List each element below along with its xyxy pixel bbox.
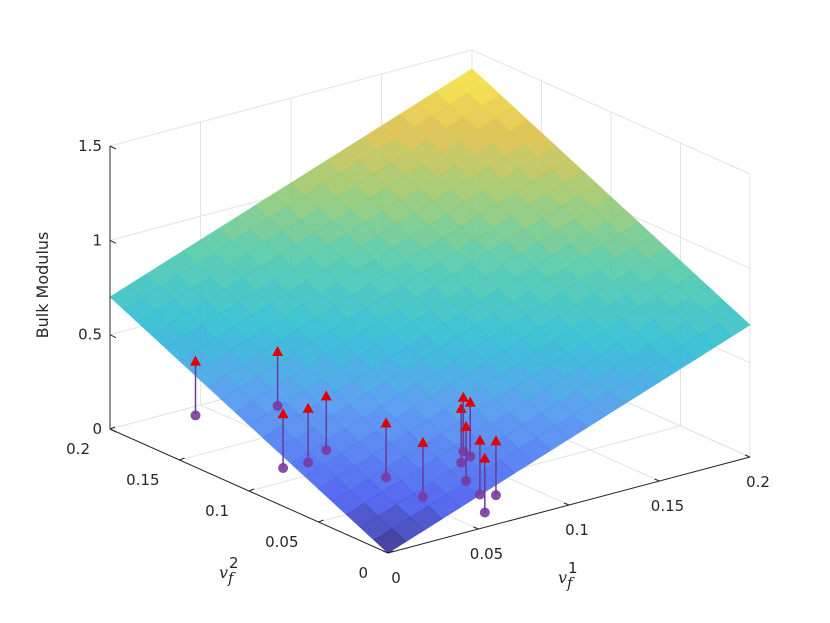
surface-plot — [109, 68, 751, 554]
data-marker-10 — [474, 489, 485, 500]
y-axis-label: v f 2 — [219, 554, 239, 587]
z-tick-1 — [109, 334, 117, 339]
surface-marker-12 — [417, 436, 429, 447]
x-axis-label-sub: f — [566, 574, 575, 592]
surface-marker-7 — [457, 391, 469, 402]
data-marker-4 — [321, 445, 332, 456]
surface-marker-0 — [190, 355, 201, 366]
x-tick-label-4: 0.2 — [746, 473, 770, 491]
z-axis-label: Bulk Modulus — [33, 232, 52, 339]
z-tick-0 — [109, 428, 117, 433]
axis-labels: Bulk Modulus v f 1 v f 2 — [33, 232, 578, 592]
y-tick-1 — [318, 519, 324, 523]
y-tick-label-0: 0 — [358, 564, 368, 582]
x-tick-1 — [473, 526, 479, 530]
axis-lines — [109, 145, 751, 554]
y-tick-0 — [387, 550, 394, 554]
surface-marker-3 — [302, 402, 314, 413]
x-axis-label-base: v — [558, 568, 567, 587]
y-tick-4 — [109, 426, 116, 430]
z-tick-label-3: 1.5 — [78, 137, 102, 155]
data-marker-11 — [479, 507, 490, 518]
surface-patch — [373, 528, 407, 554]
y-tick-3 — [179, 457, 185, 461]
x-axis-label-sup: 1 — [568, 559, 578, 577]
y-tick-label-1: 0.05 — [265, 533, 298, 551]
data-marker-13 — [461, 475, 472, 486]
data-marker-8 — [465, 451, 476, 462]
surface-marker-4 — [320, 390, 332, 401]
x-tick-0 — [382, 550, 389, 554]
x-tick-label-2: 0.1 — [565, 521, 589, 539]
data-marker-2 — [278, 463, 289, 474]
x-tick-label-0: 0 — [391, 569, 401, 587]
y-tick-label-2: 0.1 — [205, 502, 229, 520]
surface-marker-10 — [474, 434, 486, 445]
z-tick-label-0: 0 — [92, 420, 102, 438]
surface-marker-9 — [490, 435, 502, 446]
data-points — [190, 346, 502, 518]
data-marker-0 — [190, 410, 201, 421]
surface-marker-11 — [479, 452, 491, 463]
tick-labels: 00.511.500.050.10.150.200.050.10.150.2 — [66, 137, 770, 587]
z-tick-3 — [109, 145, 117, 150]
z-tick-label-1: 0.5 — [78, 326, 102, 344]
data-marker-9 — [490, 490, 501, 501]
x-tick-label-1: 0.05 — [470, 545, 503, 563]
x-tick-label-3: 0.15 — [651, 497, 684, 515]
y-axis-label-sup: 2 — [229, 554, 239, 572]
y-tick-2 — [248, 488, 255, 492]
y-axis-label-base: v — [219, 563, 228, 582]
surface-marker-13 — [460, 420, 472, 431]
data-marker-6 — [456, 457, 467, 468]
z-tick-2 — [109, 239, 117, 244]
x-tick-3 — [654, 478, 660, 482]
y-tick-label-4: 0.2 — [66, 440, 90, 458]
data-marker-12 — [417, 491, 428, 502]
data-marker-1 — [272, 400, 283, 411]
x-tick-4 — [744, 454, 751, 458]
x-tick-2 — [563, 502, 570, 506]
y-axis-label-sub: f — [227, 569, 236, 587]
y-tick-label-3: 0.15 — [126, 471, 159, 489]
x-axis-label: v f 1 — [558, 559, 578, 592]
surface-marker-5 — [380, 417, 392, 428]
data-marker-3 — [303, 457, 314, 468]
surface-marker-2 — [277, 408, 289, 419]
surface-marker-1 — [272, 346, 284, 357]
z-tick-label-2: 1 — [92, 231, 102, 249]
data-marker-5 — [381, 472, 392, 483]
surface-marker-8 — [464, 396, 476, 407]
